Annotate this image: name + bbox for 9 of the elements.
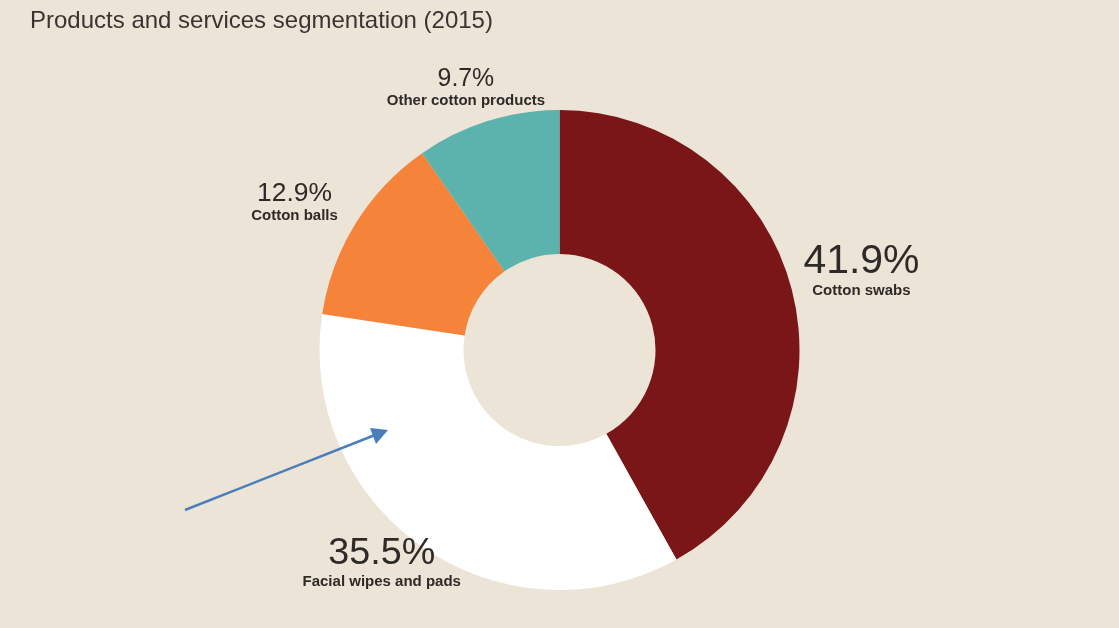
- slice-label: Cotton swabs: [812, 281, 911, 299]
- chart-title: Products and services segmentation (2015): [30, 6, 493, 34]
- data-label: 12.9%: [257, 176, 332, 207]
- slice-label: Other cotton products: [386, 90, 546, 108]
- data-label: 35.5%: [328, 530, 436, 573]
- data-label: 41.9%: [803, 235, 920, 282]
- slice-label: Cotton balls: [251, 206, 338, 224]
- data-label: 9.7%: [437, 63, 495, 91]
- slice-label: Facial wipes and pads: [302, 572, 461, 590]
